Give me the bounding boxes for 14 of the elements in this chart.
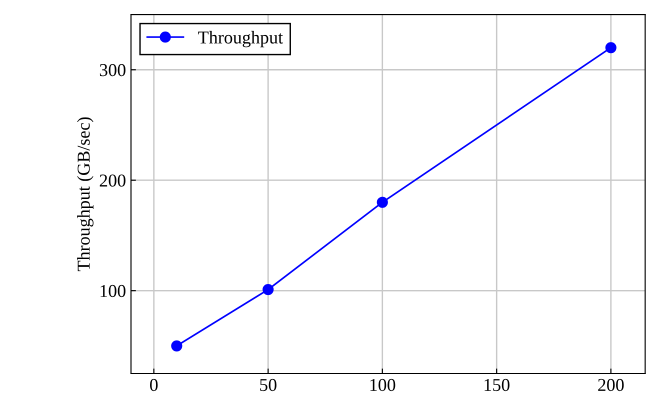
point [605,42,616,54]
legend-label: Throughput [198,30,283,48]
y-tick-label: 200 [100,174,126,187]
point [376,196,388,208]
x-tick-label: 0 [150,378,158,392]
point [262,284,274,296]
y-axis-title: Throughput (GB/sec) [77,117,94,272]
x-tick-label: 100 [370,378,396,392]
y-tick-label: 100 [100,284,126,298]
point [171,340,182,352]
x-tick-label: 50 [260,378,276,392]
y-tick-label: 300 [100,64,126,76]
x-tick-label: 150 [484,378,510,392]
x-tick-label: 200 [598,378,624,392]
